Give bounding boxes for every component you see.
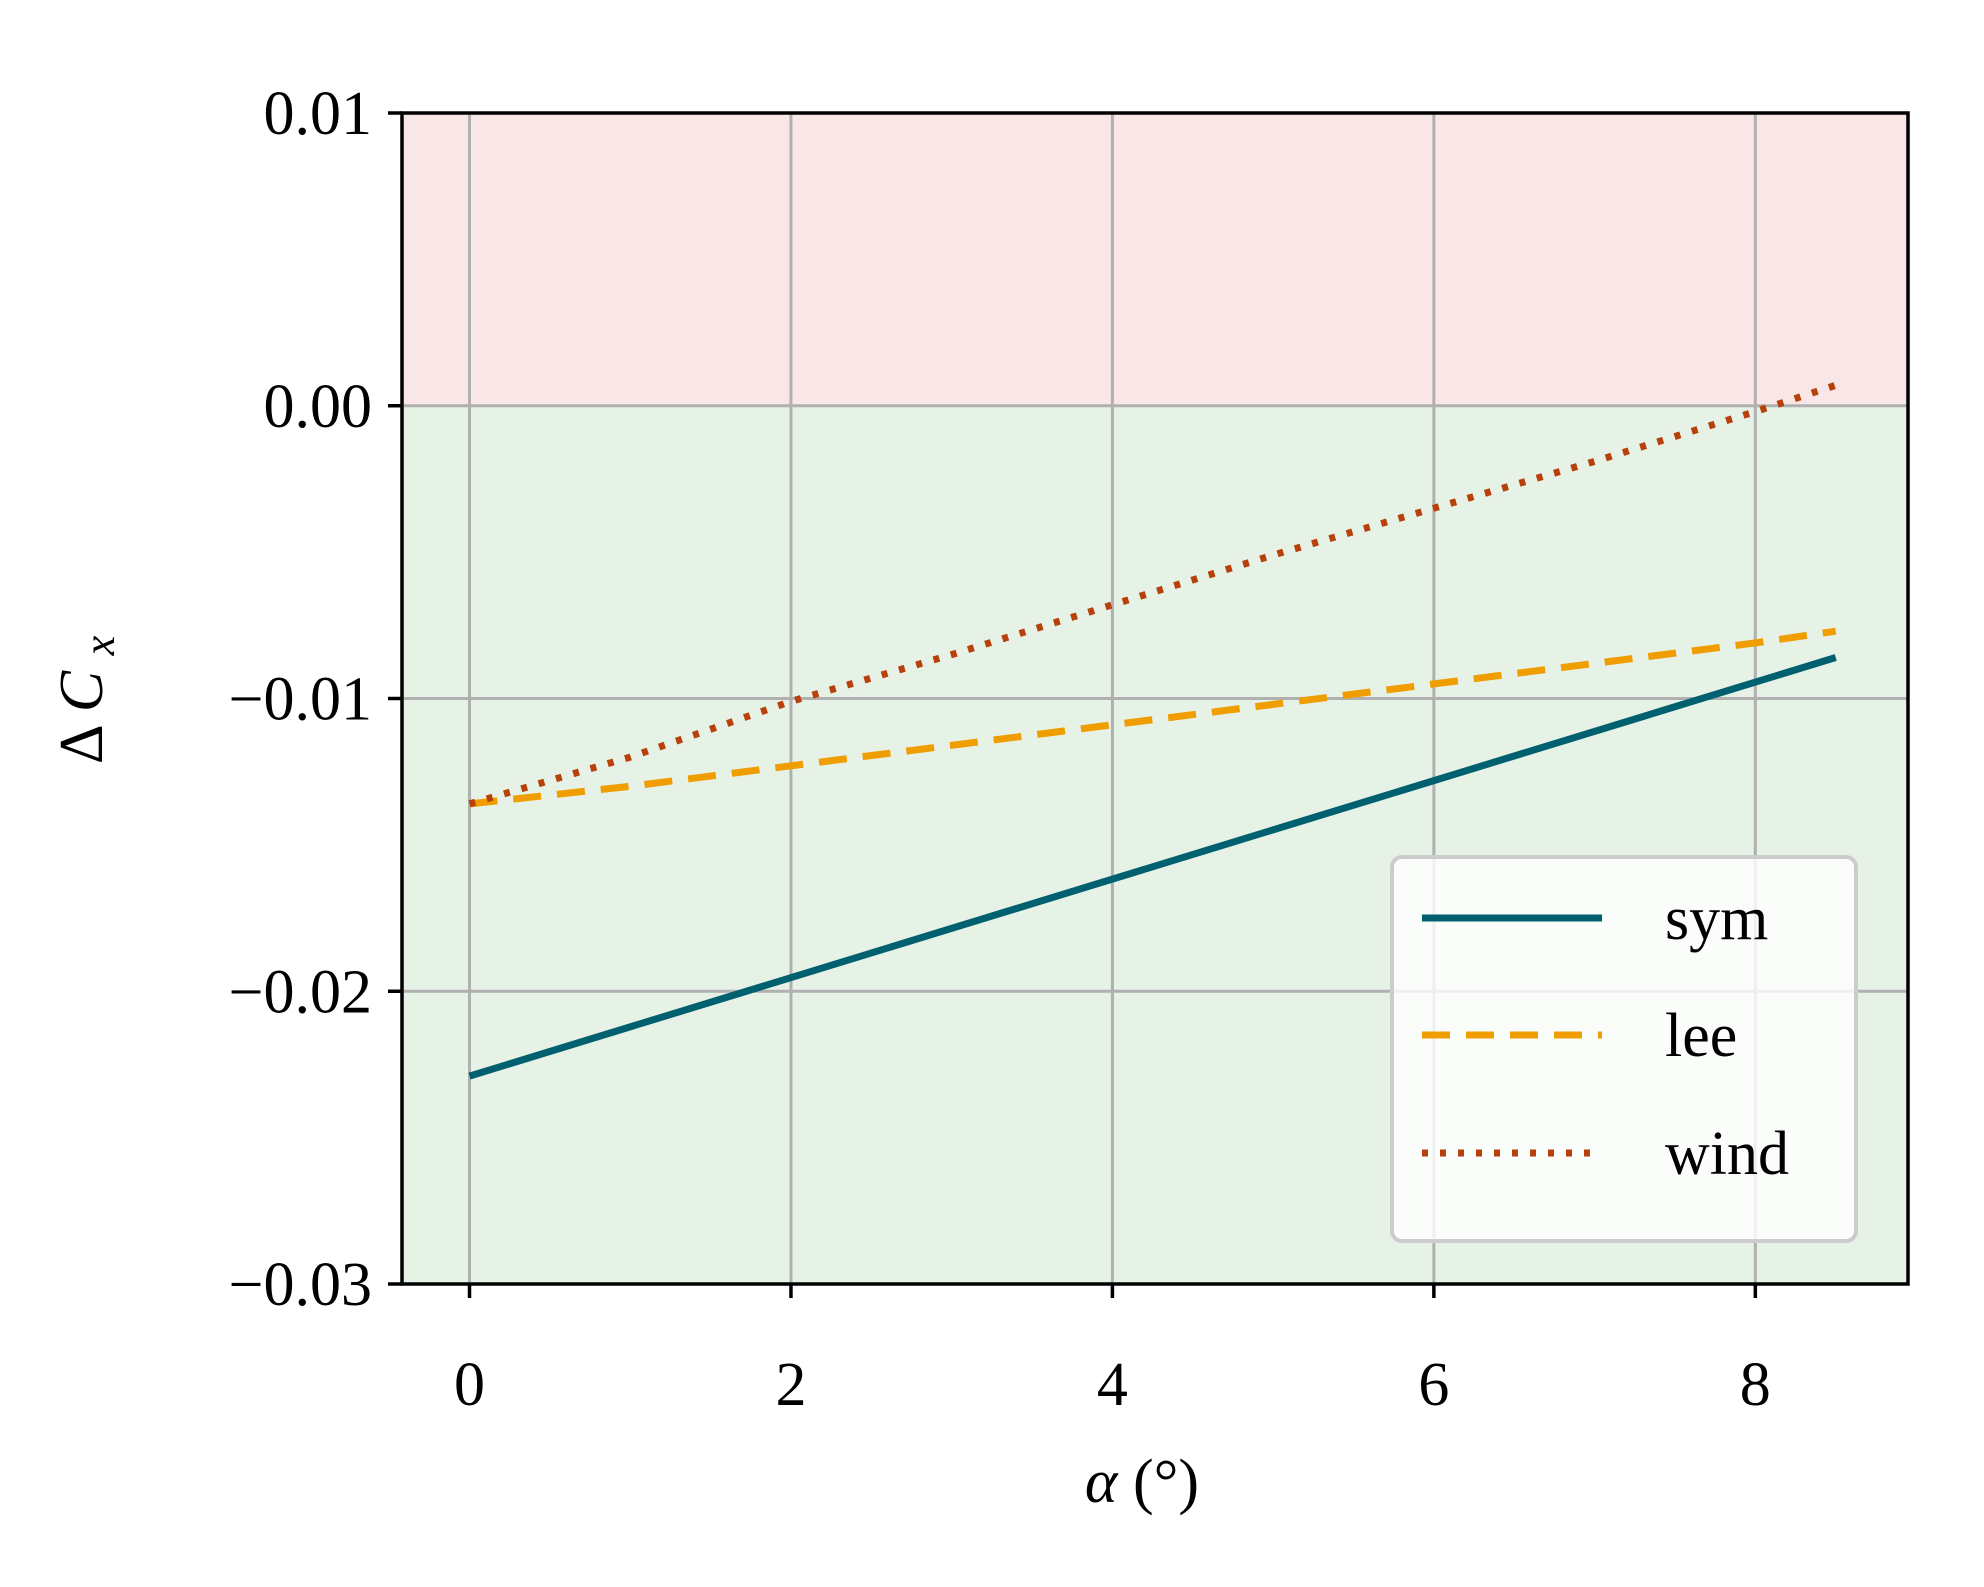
y-axis-subscript: x	[75, 635, 124, 656]
y-tick-label: 0.01	[264, 80, 373, 148]
y-tick-label: 0.00	[264, 373, 373, 441]
series-line-sym	[468, 654, 1837, 1080]
x-tick-label: 4	[1097, 1351, 1128, 1419]
legend-box	[1390, 855, 1858, 1243]
legend-label-lee: lee	[1665, 1002, 1737, 1070]
x-tick-label: 6	[1418, 1351, 1449, 1419]
y-axis-symbol: C	[48, 670, 116, 712]
y-axis-label: Δ C x	[48, 635, 124, 764]
x-axis-unit: (°)	[1133, 1448, 1199, 1516]
x-axis-symbol: α	[1085, 1448, 1119, 1516]
x-tick-label: 0	[454, 1351, 485, 1419]
region-band-0	[402, 113, 1908, 406]
series-line-wind	[468, 381, 1837, 808]
y-tick-label: −0.01	[229, 666, 372, 734]
x-tick-label: 2	[775, 1351, 806, 1419]
y-axis-delta: Δ	[48, 726, 116, 764]
y-tick-label: −0.02	[229, 958, 372, 1026]
x-axis-label: α (°)	[1085, 1448, 1199, 1516]
axis-ticks	[388, 111, 1758, 1298]
series-line-lee	[469, 627, 1837, 808]
tick-labels: 0 2 4 6 8 0.01 0.00 −0.01 −0.02 −0.03	[229, 80, 1771, 1419]
legend-label-wind: wind	[1665, 1120, 1789, 1188]
x-tick-label: 8	[1740, 1351, 1771, 1419]
legend-label-sym: sym	[1665, 885, 1768, 953]
data-series	[468, 381, 1837, 1080]
y-tick-label: −0.03	[229, 1251, 372, 1319]
legend: sym lee wind	[1390, 855, 1858, 1243]
